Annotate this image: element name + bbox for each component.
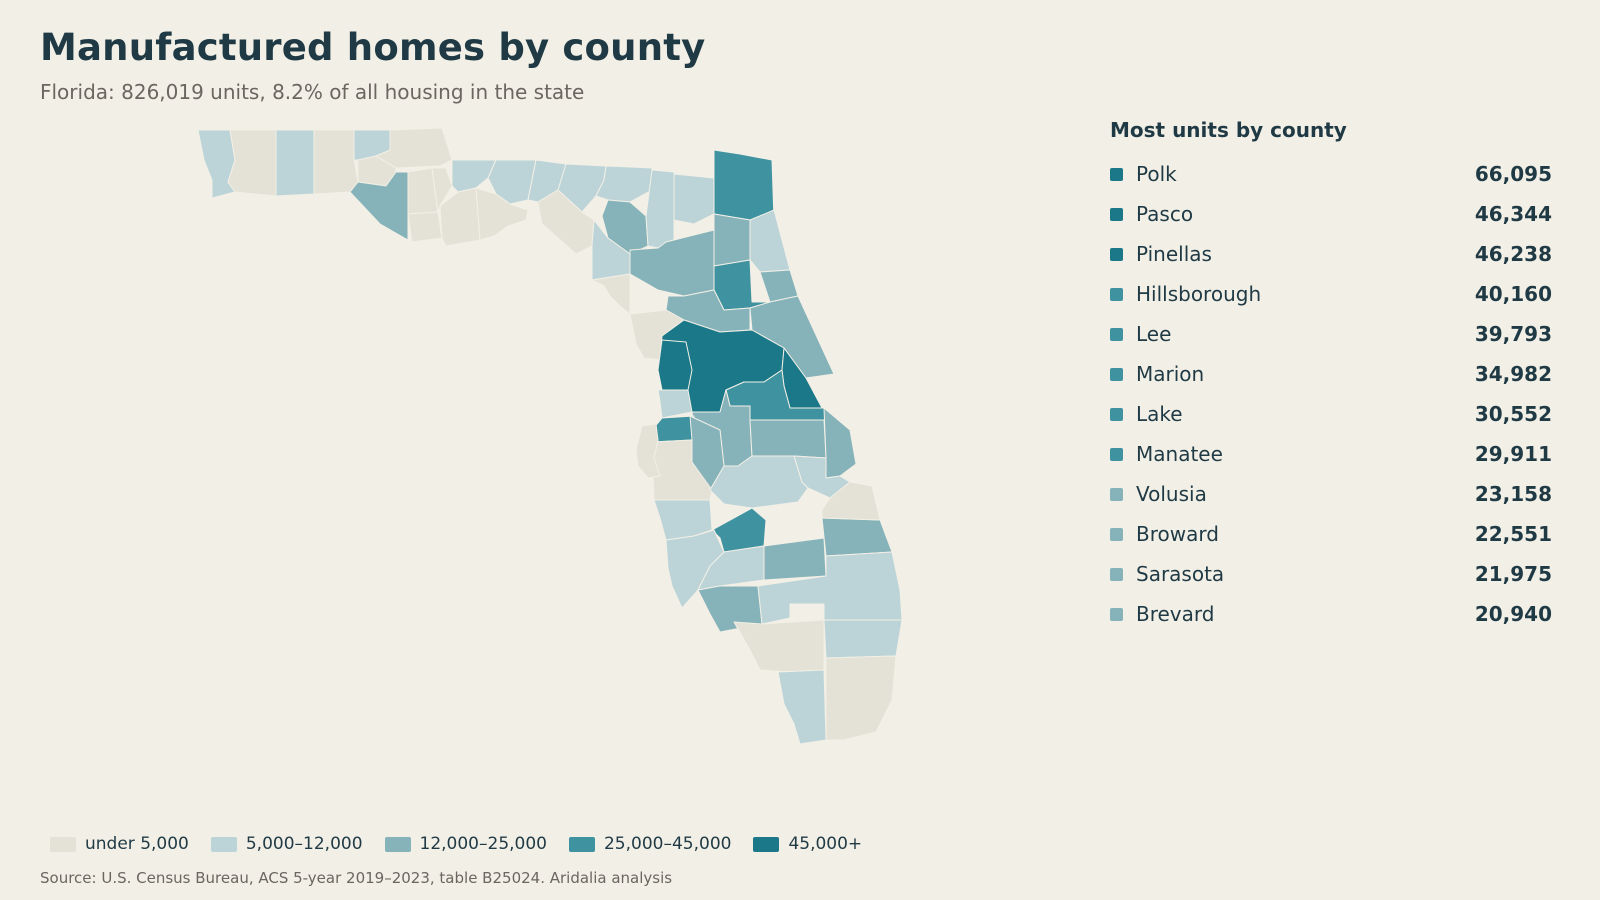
page-subtitle: Florida: 826,019 units, 8.2% of all hous… — [40, 80, 585, 104]
county-shape[interactable] — [651, 415, 695, 443]
legend-item: 25,000–45,000 — [568, 834, 732, 854]
ranking-county-name: Lee — [1136, 322, 1172, 346]
ranking-row: Lake 30,552 — [1110, 394, 1552, 434]
county-shape[interactable] — [825, 655, 897, 741]
ranking-county-value: 22,551 — [1474, 522, 1552, 546]
legend-item: under 5,000 — [50, 834, 189, 854]
legend-label: 5,000–12,000 — [245, 834, 363, 854]
legend-swatch — [568, 836, 595, 852]
legend-label: 12,000–25,000 — [419, 834, 547, 854]
ranking-county-value: 46,238 — [1474, 242, 1552, 266]
ranking-county-value: 20,940 — [1474, 602, 1552, 626]
ranking-county-name: Lake — [1136, 402, 1183, 426]
county-shape[interactable] — [313, 129, 359, 195]
county-shape[interactable] — [821, 481, 881, 521]
ranking-county-name: Polk — [1136, 162, 1177, 186]
county-shape[interactable] — [823, 619, 903, 659]
ranking-panel: Most units by county Polk 66,095 Pasco 46,3… — [1110, 118, 1552, 634]
county-shape[interactable] — [657, 389, 693, 419]
ranking-county-name: Manatee — [1136, 442, 1223, 466]
ranking-county-name: Pasco — [1136, 202, 1194, 226]
ranking-swatch — [1110, 167, 1123, 181]
ranking-title: Most units by county — [1110, 118, 1347, 142]
ranking-swatch — [1110, 287, 1123, 301]
county-shape[interactable] — [635, 423, 661, 479]
county-shape[interactable] — [375, 127, 453, 169]
ranking-county-name: Sarasota — [1136, 562, 1225, 586]
ranking-row: Volusia 23,158 — [1110, 474, 1552, 514]
ranking-county-name: Pinellas — [1136, 242, 1212, 266]
ranking-list: Polk 66,095 Pasco 46,344 Pinellas 46,238 Hills… — [1110, 154, 1552, 634]
florida-county-map — [190, 120, 930, 820]
county-shape[interactable] — [823, 407, 857, 479]
ranking-swatch — [1110, 487, 1123, 501]
ranking-row: Broward 22,551 — [1110, 514, 1552, 554]
legend-item: 45,000+ — [753, 834, 862, 854]
ranking-row: Marion 34,982 — [1110, 354, 1552, 394]
legend-swatch — [50, 836, 76, 852]
ranking-county-name: Brevard — [1136, 602, 1215, 626]
county-shape[interactable] — [657, 339, 693, 391]
legend-item: 12,000–25,000 — [384, 834, 547, 854]
ranking-row: Sarasota 21,975 — [1110, 554, 1552, 594]
ranking-row: Manatee 29,911 — [1110, 434, 1552, 474]
ranking-county-value: 23,158 — [1474, 482, 1552, 506]
county-shape[interactable] — [407, 211, 443, 243]
ranking-swatch — [1110, 207, 1123, 221]
ranking-row: Lee 39,793 — [1110, 314, 1552, 354]
ranking-county-value: 40,160 — [1474, 282, 1552, 306]
ranking-county-name: Hillsborough — [1136, 282, 1262, 306]
map-svg — [197, 127, 903, 745]
county-shape[interactable] — [821, 517, 893, 557]
ranking-row: Pinellas 46,238 — [1110, 234, 1552, 274]
ranking-swatch — [1110, 247, 1123, 261]
county-shape[interactable] — [673, 173, 715, 225]
county-shape[interactable] — [275, 129, 315, 197]
ranking-county-value: 34,982 — [1474, 362, 1552, 386]
ranking-county-name: Volusia — [1136, 482, 1207, 506]
county-shape[interactable] — [733, 619, 825, 673]
county-shape[interactable] — [227, 129, 277, 197]
legend-item: 5,000–12,000 — [210, 834, 363, 854]
ranking-swatch — [1110, 367, 1123, 381]
county-shape[interactable] — [777, 669, 827, 745]
ranking-swatch — [1110, 447, 1123, 461]
legend-swatch — [753, 836, 780, 852]
ranking-row: Polk 66,095 — [1110, 154, 1552, 194]
ranking-county-value: 30,552 — [1474, 402, 1552, 426]
legend-swatch — [210, 836, 237, 852]
ranking-county-value: 46,344 — [1474, 202, 1552, 226]
ranking-swatch — [1110, 527, 1123, 541]
county-shape[interactable] — [197, 129, 236, 199]
page-title: Manufactured homes by county — [40, 26, 706, 69]
source-note: Source: U.S. Census Bureau, ACS 5-year 2… — [40, 869, 673, 887]
ranking-swatch — [1110, 407, 1123, 421]
ranking-county-value: 21,975 — [1474, 562, 1552, 586]
county-shape[interactable] — [591, 273, 631, 315]
ranking-county-value: 29,911 — [1474, 442, 1552, 466]
county-shape[interactable] — [749, 419, 827, 459]
ranking-swatch — [1110, 567, 1123, 581]
ranking-row: Pasco 46,344 — [1110, 194, 1552, 234]
ranking-swatch — [1110, 607, 1123, 621]
county-shape[interactable] — [749, 209, 791, 273]
ranking-swatch — [1110, 327, 1123, 341]
map-legend: under 5,000 5,000–12,000 12,000–25,000 25,0… — [50, 834, 884, 854]
legend-label: 45,000+ — [788, 834, 863, 854]
county-shape[interactable] — [475, 187, 529, 241]
county-shape[interactable] — [713, 149, 775, 221]
ranking-row: Hillsborough 40,160 — [1110, 274, 1552, 314]
county-shape[interactable] — [431, 167, 453, 213]
county-shape[interactable] — [763, 537, 827, 581]
county-shape[interactable] — [713, 213, 751, 267]
legend-label: under 5,000 — [85, 834, 189, 854]
legend-swatch — [384, 836, 411, 852]
ranking-county-name: Broward — [1136, 522, 1219, 546]
ranking-county-value: 39,793 — [1474, 322, 1552, 346]
ranking-county-name: Marion — [1136, 362, 1205, 386]
ranking-row: Brevard 20,940 — [1110, 594, 1552, 634]
legend-label: 25,000–45,000 — [603, 834, 732, 854]
ranking-county-value: 66,095 — [1474, 162, 1552, 186]
county-shape[interactable] — [645, 169, 675, 249]
